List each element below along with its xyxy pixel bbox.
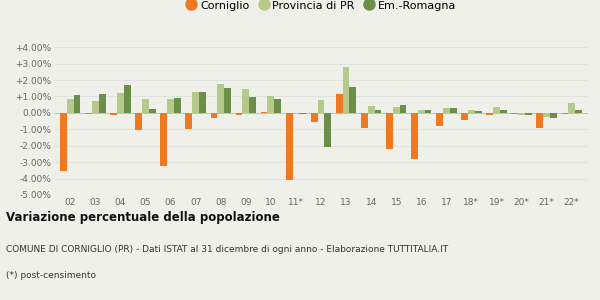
Bar: [142, 99, 149, 113]
Text: Variazione percentuale della popolazione: Variazione percentuale della popolazione: [6, 212, 280, 224]
Bar: [450, 108, 457, 113]
Bar: [261, 112, 268, 113]
Bar: [160, 113, 167, 166]
Bar: [411, 113, 418, 159]
Bar: [361, 113, 368, 128]
Bar: [349, 87, 356, 113]
Bar: [550, 113, 557, 118]
Bar: [500, 110, 506, 113]
Bar: [224, 88, 231, 113]
Bar: [192, 92, 199, 113]
Bar: [136, 113, 142, 130]
Bar: [575, 110, 582, 113]
Bar: [317, 100, 325, 113]
Bar: [325, 113, 331, 147]
Bar: [167, 99, 174, 113]
Bar: [468, 110, 475, 113]
Bar: [436, 113, 443, 126]
Bar: [286, 113, 293, 180]
Bar: [343, 67, 349, 113]
Bar: [425, 110, 431, 113]
Bar: [568, 103, 575, 113]
Bar: [461, 113, 468, 120]
Bar: [199, 92, 206, 113]
Bar: [85, 113, 92, 114]
Legend: Corniglio, Provincia di PR, Em.-Romagna: Corniglio, Provincia di PR, Em.-Romagna: [183, 0, 459, 13]
Bar: [393, 107, 400, 113]
Bar: [293, 113, 299, 114]
Bar: [400, 105, 406, 113]
Bar: [336, 94, 343, 113]
Bar: [536, 113, 543, 128]
Bar: [268, 96, 274, 113]
Text: COMUNE DI CORNIGLIO (PR) - Dati ISTAT al 31 dicembre di ogni anno - Elaborazione: COMUNE DI CORNIGLIO (PR) - Dati ISTAT al…: [6, 244, 448, 253]
Bar: [443, 108, 450, 113]
Bar: [185, 113, 192, 129]
Bar: [418, 110, 425, 113]
Bar: [368, 106, 374, 113]
Bar: [99, 94, 106, 113]
Bar: [217, 84, 224, 113]
Bar: [110, 113, 117, 116]
Bar: [124, 85, 131, 113]
Bar: [117, 93, 124, 113]
Bar: [487, 113, 493, 116]
Bar: [525, 113, 532, 115]
Bar: [299, 113, 306, 114]
Bar: [92, 101, 99, 113]
Bar: [511, 113, 518, 114]
Bar: [149, 109, 155, 113]
Bar: [60, 113, 67, 171]
Bar: [274, 99, 281, 113]
Bar: [74, 95, 80, 113]
Text: (*) post-censimento: (*) post-censimento: [6, 272, 96, 280]
Bar: [493, 107, 500, 113]
Bar: [543, 113, 550, 117]
Bar: [249, 97, 256, 113]
Bar: [518, 113, 525, 115]
Bar: [475, 111, 482, 113]
Bar: [311, 113, 317, 122]
Bar: [242, 89, 249, 113]
Bar: [211, 113, 217, 118]
Bar: [562, 113, 568, 114]
Bar: [386, 113, 393, 149]
Bar: [174, 98, 181, 113]
Bar: [236, 113, 242, 115]
Bar: [67, 99, 74, 113]
Bar: [374, 110, 381, 113]
